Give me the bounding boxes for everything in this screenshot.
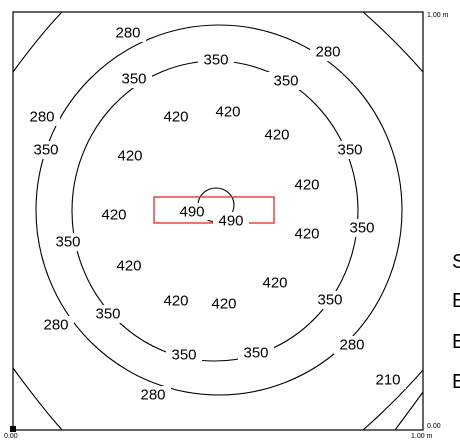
- contour-label-280: 280: [339, 337, 364, 354]
- contour-210-corner: [394, 391, 424, 431]
- contour-280-top-left: [12, 11, 63, 73]
- contour-label-350: 350: [317, 292, 342, 309]
- contour-label-420: 420: [215, 104, 240, 121]
- contour-label-280: 280: [115, 25, 140, 42]
- side-letter: E: [452, 290, 460, 312]
- contour-label-350: 350: [95, 306, 120, 323]
- contour-label-420: 420: [262, 275, 287, 292]
- contour-label-350: 350: [203, 52, 228, 69]
- contour-label-490: 490: [218, 213, 243, 230]
- contour-280-bottom-right: [362, 369, 424, 431]
- contour-label-350: 350: [55, 234, 80, 251]
- contour-label-350: 350: [33, 142, 58, 159]
- contour-label-280: 280: [43, 317, 68, 334]
- contour-label-420: 420: [117, 148, 142, 165]
- x-axis-end-label: 1.00 m: [411, 433, 433, 440]
- y-axis-end-label: 1.00 m: [427, 12, 449, 19]
- contour-label-350: 350: [243, 345, 268, 362]
- contour-label-350: 350: [171, 347, 196, 364]
- contour-label-420: 420: [163, 293, 188, 310]
- contour-label-420: 420: [294, 226, 319, 243]
- contour-280-top-right: [362, 11, 424, 73]
- contour-label-210: 210: [375, 372, 400, 389]
- contour-label-280: 280: [29, 109, 54, 126]
- side-letter: S: [452, 251, 460, 273]
- contour-label-280: 280: [140, 387, 165, 404]
- plot-frame: [12, 11, 424, 431]
- side-letter: E: [452, 371, 460, 393]
- contour-label-350: 350: [273, 73, 298, 90]
- contour-label-350: 350: [337, 142, 362, 159]
- origin-marker: [10, 426, 16, 432]
- side-letter: E: [452, 331, 460, 353]
- contour-280-bottom-left: [12, 367, 63, 431]
- contour-label-280: 280: [315, 44, 340, 61]
- contour-label-420: 420: [264, 127, 289, 144]
- contour-label-350: 350: [349, 220, 374, 237]
- x-axis-start-label: 0.00: [4, 433, 18, 440]
- contour-label-420: 420: [101, 207, 126, 224]
- y-axis-start-label: 0.00: [427, 423, 441, 430]
- contour-label-420: 420: [211, 296, 236, 313]
- contour-label-420: 420: [116, 258, 141, 275]
- contour-label-490: 490: [179, 204, 204, 221]
- contour-350-ring: [35, 24, 403, 396]
- contour-label-350: 350: [121, 71, 146, 88]
- contour-label-420: 420: [294, 177, 319, 194]
- contour-label-420: 420: [163, 109, 188, 126]
